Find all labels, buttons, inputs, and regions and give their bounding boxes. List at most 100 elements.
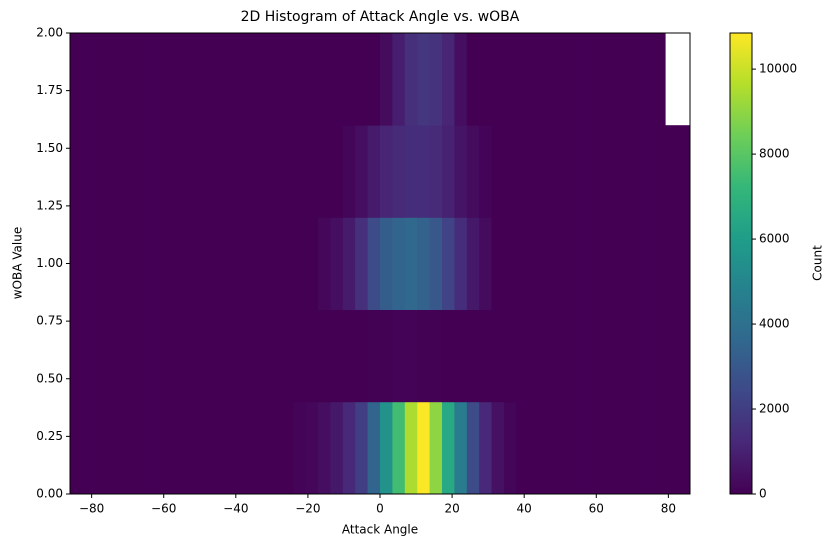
cell xyxy=(677,309,691,403)
cell xyxy=(404,33,418,126)
chart-title: 2D Histogram of Attack Angle vs. wOBA xyxy=(241,9,520,25)
cell xyxy=(380,309,393,403)
x-tick-label: 40 xyxy=(517,502,532,516)
cell xyxy=(156,33,170,126)
cell xyxy=(330,217,344,310)
cell xyxy=(206,33,220,126)
cell xyxy=(70,217,83,310)
cell xyxy=(243,217,257,310)
cell xyxy=(590,33,604,126)
cell xyxy=(615,401,629,495)
cell xyxy=(82,217,96,310)
cell xyxy=(442,125,455,218)
cell xyxy=(479,401,492,495)
cell xyxy=(491,125,505,218)
cell xyxy=(94,33,108,126)
cell xyxy=(516,125,530,218)
cell xyxy=(305,125,319,218)
cell xyxy=(318,309,331,403)
cell xyxy=(628,33,641,126)
cell xyxy=(417,33,430,126)
cell xyxy=(404,309,418,403)
cell xyxy=(553,217,567,310)
cell xyxy=(479,125,492,218)
cell xyxy=(94,125,108,218)
cell xyxy=(318,33,331,126)
cell xyxy=(541,33,554,126)
cell xyxy=(280,217,294,310)
cell xyxy=(566,33,579,126)
cell xyxy=(268,309,282,403)
y-axis-label: wOBA Value xyxy=(11,227,25,299)
cell xyxy=(665,217,678,310)
cell xyxy=(119,125,133,218)
cell xyxy=(404,401,418,495)
cell xyxy=(132,401,145,495)
cell xyxy=(144,33,158,126)
y-tick-label: 1.25 xyxy=(36,198,63,212)
cell xyxy=(231,33,244,126)
cell xyxy=(231,217,244,310)
cell xyxy=(628,401,641,495)
cell xyxy=(603,309,616,403)
cell xyxy=(218,33,232,126)
cell xyxy=(144,217,158,310)
cell xyxy=(454,33,468,126)
cell xyxy=(156,217,170,310)
cell xyxy=(107,33,120,126)
cell xyxy=(640,33,654,126)
cell xyxy=(305,33,319,126)
y-tick-label: 1.00 xyxy=(36,256,63,270)
cell xyxy=(429,217,443,310)
cell xyxy=(578,125,592,218)
cell xyxy=(342,33,356,126)
cell xyxy=(628,217,641,310)
cell xyxy=(380,33,393,126)
cell xyxy=(342,401,356,495)
cell xyxy=(652,125,666,218)
cell xyxy=(454,217,468,310)
cell xyxy=(615,217,629,310)
x-tick-label: −40 xyxy=(223,502,248,516)
cell xyxy=(442,401,455,495)
cell xyxy=(528,401,542,495)
cell xyxy=(305,309,319,403)
x-tick-label: −80 xyxy=(79,502,104,516)
cell xyxy=(491,309,505,403)
cell xyxy=(429,309,443,403)
cell xyxy=(70,125,83,218)
cell xyxy=(367,125,381,218)
cell xyxy=(107,125,120,218)
cell xyxy=(293,217,306,310)
cell xyxy=(94,309,108,403)
cell xyxy=(280,33,294,126)
cell xyxy=(442,309,455,403)
cell xyxy=(504,401,517,495)
cell xyxy=(417,217,430,310)
cell xyxy=(280,125,294,218)
cell xyxy=(392,401,406,495)
cell xyxy=(268,217,282,310)
cell xyxy=(132,309,145,403)
cell xyxy=(342,309,356,403)
cell xyxy=(652,309,666,403)
cell xyxy=(268,401,282,495)
cell xyxy=(652,217,666,310)
cell xyxy=(181,33,195,126)
cell xyxy=(404,125,418,218)
cell xyxy=(603,125,616,218)
cell xyxy=(640,125,654,218)
cell xyxy=(256,401,269,495)
colorbar-tick-label: 2000 xyxy=(759,402,790,416)
cell xyxy=(541,401,554,495)
cell xyxy=(479,309,492,403)
cell xyxy=(256,309,269,403)
cell xyxy=(367,33,381,126)
cell xyxy=(578,33,592,126)
cell xyxy=(367,309,381,403)
cell xyxy=(144,125,158,218)
x-tick-label: 80 xyxy=(661,502,676,516)
cell xyxy=(566,125,579,218)
cell xyxy=(640,401,654,495)
